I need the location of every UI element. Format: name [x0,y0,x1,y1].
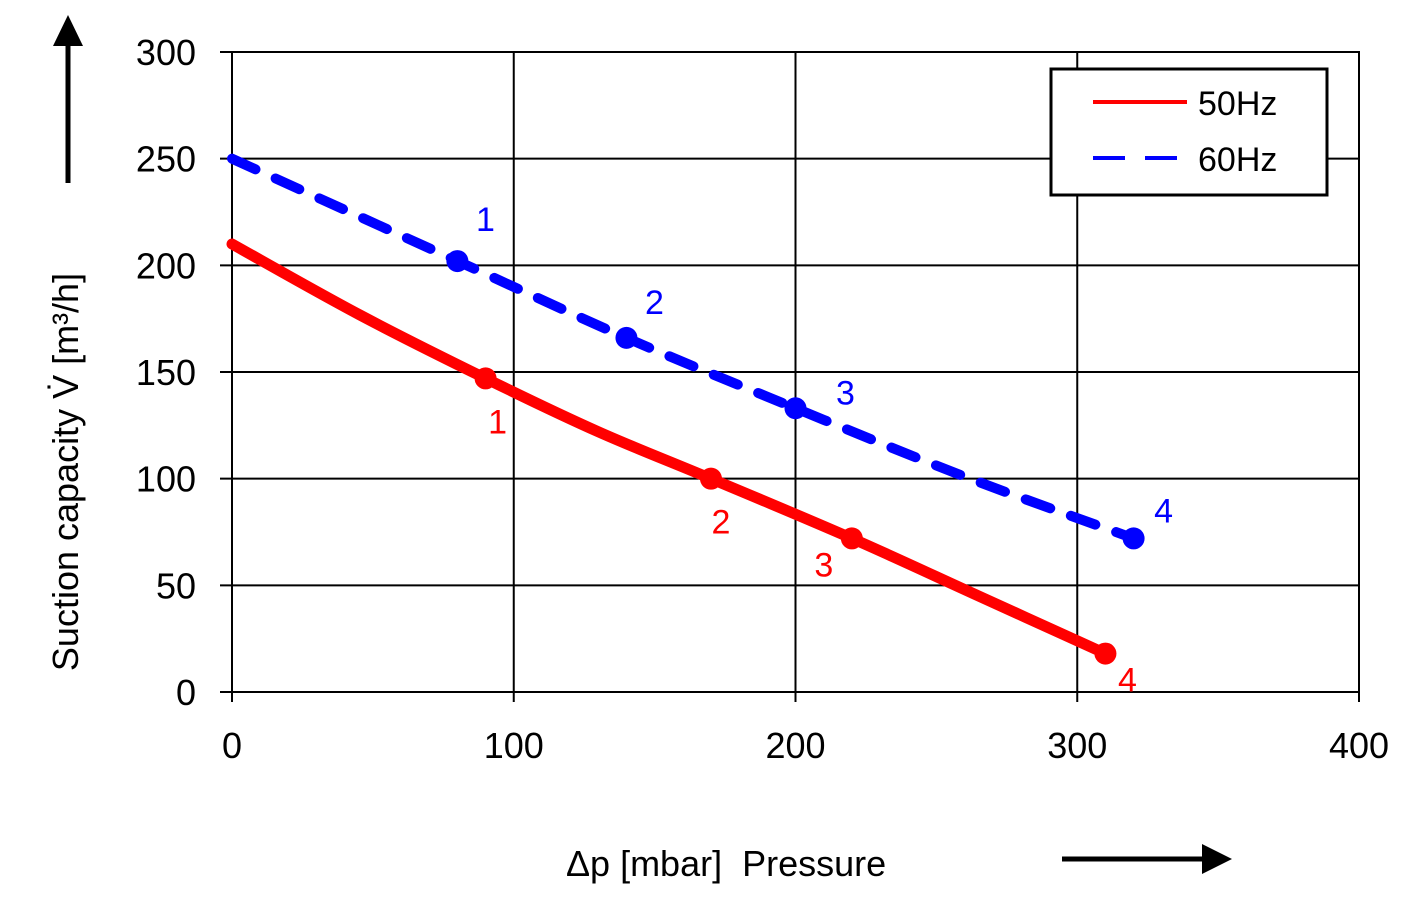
x-tick-label: 0 [222,725,242,766]
series-60hz: 1 2 3 4 [227,153,1173,550]
point-60hz-3 [784,397,807,420]
x-tick-label: 300 [1047,725,1107,766]
x-tick-label: 400 [1329,725,1389,766]
grid [220,51,1360,702]
y-tick-label: 50 [156,565,196,606]
y-tick-label: 0 [176,672,196,713]
point-50hz-3 [840,527,863,550]
y-tick-label: 300 [136,32,196,73]
tick-labels: 0 50 100 150 200 250 300 0 100 200 300 400 [136,32,1389,766]
y-tick-label: 100 [136,459,196,500]
legend: 50Hz 60Hz [1049,67,1329,197]
point-label-60hz-1: 1 [476,201,495,239]
point-label-60hz-3: 3 [836,374,855,412]
series-layer: 1 2 3 4 1 2 3 4 [226,153,1173,700]
y-tick-label: 250 [136,139,196,180]
legend-box [1049,67,1329,197]
point-50hz-1 [474,367,497,390]
x-tick-label: 200 [765,725,825,766]
legend-label-60hz: 60Hz [1198,141,1277,179]
x-axis-arrow-icon [1062,844,1232,874]
series-50hz: 1 2 3 4 [226,238,1137,700]
point-label-50hz-2: 2 [712,504,731,542]
point-label-60hz-2: 2 [645,284,664,322]
series-line-60hz [227,153,1139,544]
x-tick-label: 100 [484,725,544,766]
series-line-50hz [226,238,1111,660]
y-tick-label: 200 [136,245,196,286]
y-tick-label: 150 [136,352,196,393]
legend-label-50hz: 50Hz [1198,85,1277,123]
point-60hz-1 [446,250,469,273]
point-label-50hz-3: 3 [814,546,833,584]
y-axis-arrow-icon [53,15,83,183]
y-axis-title: Suction capacity V̇ [m³/h] [45,273,86,671]
point-50hz-4 [1094,642,1117,665]
point-label-50hz-4: 4 [1118,662,1137,700]
point-label-50hz-1: 1 [488,403,507,441]
point-60hz-4 [1122,527,1145,550]
x-axis-title: Δp [mbar] Pressure [566,843,886,884]
point-50hz-2 [699,467,722,490]
point-label-60hz-4: 4 [1154,492,1173,530]
point-60hz-2 [615,326,638,349]
